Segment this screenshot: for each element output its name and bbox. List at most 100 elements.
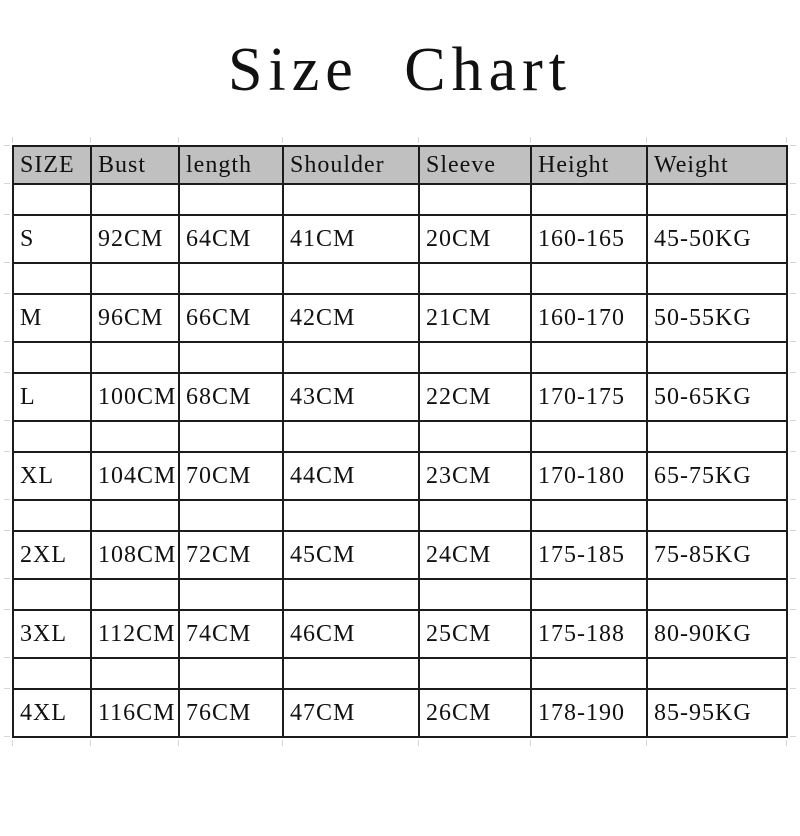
sleeve-cell: 21CM xyxy=(418,293,532,344)
column-header-weight: Weight xyxy=(646,145,788,186)
empty-cell xyxy=(418,657,532,691)
empty-cell xyxy=(530,341,648,375)
gridline-tick xyxy=(790,530,796,532)
shoulder-cell: 44CM xyxy=(282,451,420,502)
length-cell: 70CM xyxy=(178,451,284,502)
empty-cell xyxy=(12,657,92,691)
gridline-tick xyxy=(4,262,10,264)
shoulder-cell: 43CM xyxy=(282,372,420,423)
gridline-tick xyxy=(4,609,10,611)
page-title: Size Chart xyxy=(228,36,572,104)
size-cell: L xyxy=(12,372,92,423)
gridline-tick xyxy=(178,740,179,747)
shoulder-cell: 46CM xyxy=(282,609,420,660)
gridline-tick xyxy=(4,420,10,422)
shoulder-cell: 45CM xyxy=(282,530,420,581)
column-header-height: Height xyxy=(530,145,648,186)
empty-cell xyxy=(90,657,180,691)
empty-cell xyxy=(178,578,284,612)
gridline-tick xyxy=(790,451,796,453)
gridline-tick xyxy=(90,137,91,144)
length-cell: 66CM xyxy=(178,293,284,344)
empty-cell xyxy=(90,183,180,217)
gridline-tick xyxy=(790,183,796,185)
bust-cell: 116CM xyxy=(90,688,180,739)
empty-cell xyxy=(530,499,648,533)
weight-cell: 85-95KG xyxy=(646,688,788,739)
bust-cell: 92CM xyxy=(90,214,180,265)
gridline-tick xyxy=(786,137,787,144)
weight-cell: 45-50KG xyxy=(646,214,788,265)
gridline-tick xyxy=(4,578,10,580)
sleeve-cell: 22CM xyxy=(418,372,532,423)
shoulder-cell: 47CM xyxy=(282,688,420,739)
sleeve-cell: 25CM xyxy=(418,609,532,660)
length-cell: 68CM xyxy=(178,372,284,423)
empty-cell xyxy=(12,262,92,296)
gridline-tick xyxy=(790,688,796,690)
empty-cell xyxy=(282,183,420,217)
empty-cell xyxy=(12,341,92,375)
table-row-3xl: 3XL 112CM 74CM 46CM 25CM 175-188 80-90KG xyxy=(12,609,788,660)
height-cell: 170-180 xyxy=(530,451,648,502)
header-row: SIZE Bust length Shoulder Sleeve Height … xyxy=(12,145,788,186)
empty-cell xyxy=(90,420,180,454)
gridline-tick xyxy=(12,740,13,747)
spacer-row xyxy=(12,657,788,691)
gridline-tick xyxy=(4,451,10,453)
empty-cell xyxy=(646,262,788,296)
size-cell: S xyxy=(12,214,92,265)
gridline-tick xyxy=(282,137,283,144)
spacer-row xyxy=(12,578,788,612)
gridline-tick xyxy=(4,341,10,343)
empty-cell xyxy=(12,183,92,217)
height-cell: 160-170 xyxy=(530,293,648,344)
size-cell: 4XL xyxy=(12,688,92,739)
empty-cell xyxy=(178,499,284,533)
sleeve-cell: 26CM xyxy=(418,688,532,739)
height-cell: 178-190 xyxy=(530,688,648,739)
empty-cell xyxy=(178,262,284,296)
empty-cell xyxy=(12,578,92,612)
sleeve-cell: 23CM xyxy=(418,451,532,502)
gridline-tick xyxy=(790,736,796,738)
gridline-tick xyxy=(4,530,10,532)
gridline-tick xyxy=(4,499,10,501)
gridline-tick xyxy=(790,420,796,422)
shoulder-cell: 41CM xyxy=(282,214,420,265)
empty-cell xyxy=(12,499,92,533)
empty-cell xyxy=(90,499,180,533)
spacer-row xyxy=(12,341,788,375)
length-cell: 76CM xyxy=(178,688,284,739)
gridline-tick xyxy=(4,214,10,216)
height-cell: 175-185 xyxy=(530,530,648,581)
height-cell: 160-165 xyxy=(530,214,648,265)
length-cell: 64CM xyxy=(178,214,284,265)
bust-cell: 108CM xyxy=(90,530,180,581)
gridline-tick xyxy=(4,145,10,147)
column-header-length: length xyxy=(178,145,284,186)
gridline-tick xyxy=(790,657,796,659)
column-header-shoulder: Shoulder xyxy=(282,145,420,186)
empty-cell xyxy=(418,499,532,533)
column-header-size: SIZE xyxy=(12,145,92,186)
size-cell: 2XL xyxy=(12,530,92,581)
empty-cell xyxy=(282,420,420,454)
empty-cell xyxy=(178,420,284,454)
sleeve-cell: 20CM xyxy=(418,214,532,265)
bust-cell: 104CM xyxy=(90,451,180,502)
empty-cell xyxy=(646,499,788,533)
table-row-l: L 100CM 68CM 43CM 22CM 170-175 50-65KG xyxy=(12,372,788,423)
gridline-tick xyxy=(786,740,787,747)
column-header-sleeve: Sleeve xyxy=(418,145,532,186)
empty-cell xyxy=(282,262,420,296)
empty-cell xyxy=(646,657,788,691)
gridline-tick xyxy=(646,137,647,144)
weight-cell: 50-65KG xyxy=(646,372,788,423)
spacer-row xyxy=(12,499,788,533)
empty-cell xyxy=(646,578,788,612)
column-header-bust: Bust xyxy=(90,145,180,186)
gridline-tick xyxy=(790,341,796,343)
gridline-tick xyxy=(790,499,796,501)
gridline-tick xyxy=(790,262,796,264)
